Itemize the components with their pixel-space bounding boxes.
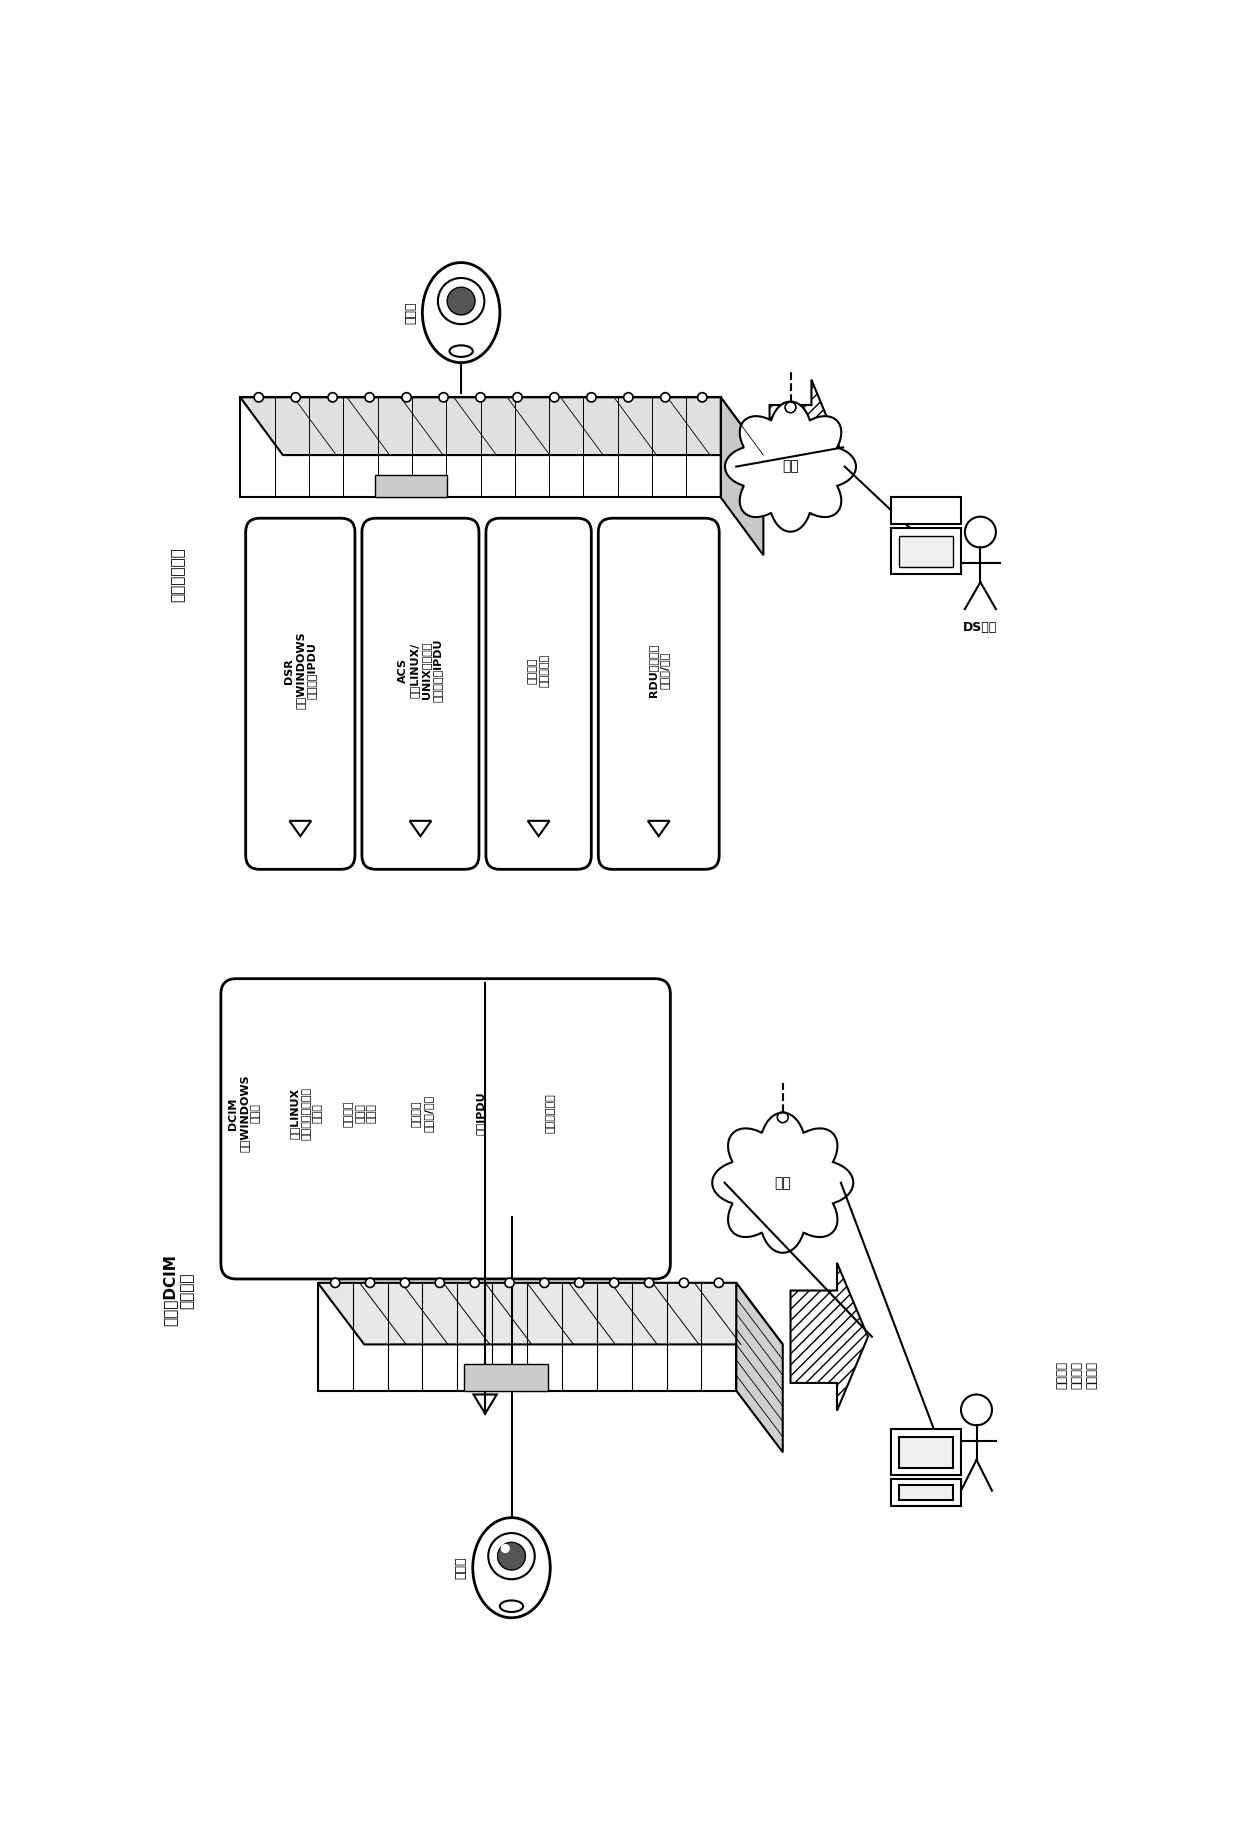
Text: 命令管理
服务处理器: 命令管理 服务处理器: [528, 654, 549, 687]
Text: 管理IPDU: 管理IPDU: [475, 1092, 486, 1135]
Polygon shape: [712, 1112, 853, 1253]
Polygon shape: [317, 1283, 737, 1390]
Text: RDU管理机架
传感器/环境: RDU管理机架 传感器/环境: [649, 645, 670, 697]
Circle shape: [501, 1543, 510, 1552]
Circle shape: [439, 392, 448, 401]
Circle shape: [365, 392, 374, 401]
Polygon shape: [464, 1364, 548, 1390]
Circle shape: [505, 1279, 515, 1288]
Circle shape: [965, 517, 996, 547]
Bar: [892, 529, 961, 575]
Polygon shape: [725, 401, 856, 532]
Bar: [899, 536, 954, 567]
Circle shape: [714, 1279, 723, 1288]
Circle shape: [497, 1543, 526, 1571]
Polygon shape: [770, 379, 839, 516]
Circle shape: [549, 392, 559, 401]
Circle shape: [661, 392, 670, 401]
Text: 传感器: 传感器: [455, 1556, 467, 1578]
FancyBboxPatch shape: [246, 517, 355, 869]
Polygon shape: [241, 397, 720, 497]
Text: 未来的DCIM
解决方案: 未来的DCIM 解决方案: [162, 1255, 195, 1327]
Circle shape: [435, 1279, 444, 1288]
Circle shape: [698, 392, 707, 401]
Circle shape: [476, 392, 485, 401]
Circle shape: [574, 1279, 584, 1288]
Circle shape: [587, 392, 596, 401]
Circle shape: [291, 392, 300, 401]
Circle shape: [645, 1279, 653, 1288]
Bar: [892, 1478, 961, 1506]
Polygon shape: [241, 397, 764, 455]
Circle shape: [401, 1279, 409, 1288]
Text: DS查看: DS查看: [963, 621, 997, 634]
Ellipse shape: [500, 1600, 523, 1611]
Circle shape: [438, 277, 485, 323]
Ellipse shape: [472, 1517, 551, 1617]
Text: 管理服务
传感器
处理器: 管理服务 传感器 处理器: [343, 1100, 377, 1127]
Bar: [892, 1429, 961, 1475]
Circle shape: [961, 1395, 992, 1425]
Circle shape: [329, 392, 337, 401]
FancyBboxPatch shape: [598, 517, 719, 869]
Text: ACS
管理LINUX/
UNIX服务器、
单行装置和IPDU: ACS 管理LINUX/ UNIX服务器、 单行装置和IPDU: [398, 639, 443, 702]
Circle shape: [402, 392, 412, 401]
Text: -12: -12: [357, 1334, 377, 1347]
Polygon shape: [737, 1283, 782, 1453]
Polygon shape: [374, 475, 446, 497]
Circle shape: [624, 392, 632, 401]
Circle shape: [489, 1534, 534, 1580]
Polygon shape: [317, 1283, 782, 1345]
Circle shape: [448, 286, 475, 314]
Text: 网络: 网络: [774, 1175, 791, 1190]
Bar: [892, 497, 961, 525]
Text: DCIM
管理WINDOWS
服务器: DCIM 管理WINDOWS 服务器: [227, 1074, 260, 1153]
Circle shape: [610, 1279, 619, 1288]
FancyBboxPatch shape: [221, 979, 671, 1279]
Circle shape: [470, 1279, 480, 1288]
Text: 网络: 网络: [782, 460, 799, 473]
Polygon shape: [791, 1262, 868, 1410]
Circle shape: [539, 1279, 549, 1288]
FancyBboxPatch shape: [486, 517, 591, 869]
Circle shape: [680, 1279, 688, 1288]
Ellipse shape: [449, 346, 472, 357]
Text: 数据中心
基础设施
管理应用: 数据中心 基础设施 管理应用: [1055, 1362, 1099, 1390]
Circle shape: [331, 1279, 340, 1288]
Polygon shape: [720, 397, 764, 554]
Text: 传感器: 传感器: [404, 301, 417, 323]
Text: DSR
管理WINDOWS
服务器和IPDU: DSR 管理WINDOWS 服务器和IPDU: [284, 632, 317, 710]
Circle shape: [366, 1279, 374, 1288]
Text: 当前的点产品: 当前的点产品: [171, 547, 186, 602]
Text: 管理LINUX
服务器和单行装置
处理器: 管理LINUX 服务器和单行装置 处理器: [289, 1087, 322, 1140]
FancyBboxPatch shape: [362, 517, 479, 869]
Bar: [899, 1438, 954, 1467]
Circle shape: [254, 392, 263, 401]
Text: 公共采集引擎: 公共采集引擎: [546, 1094, 556, 1133]
Ellipse shape: [423, 262, 500, 362]
Text: 管理机架
传感器/环境: 管理机架 传感器/环境: [412, 1094, 433, 1133]
Bar: [899, 1484, 954, 1501]
Circle shape: [513, 392, 522, 401]
